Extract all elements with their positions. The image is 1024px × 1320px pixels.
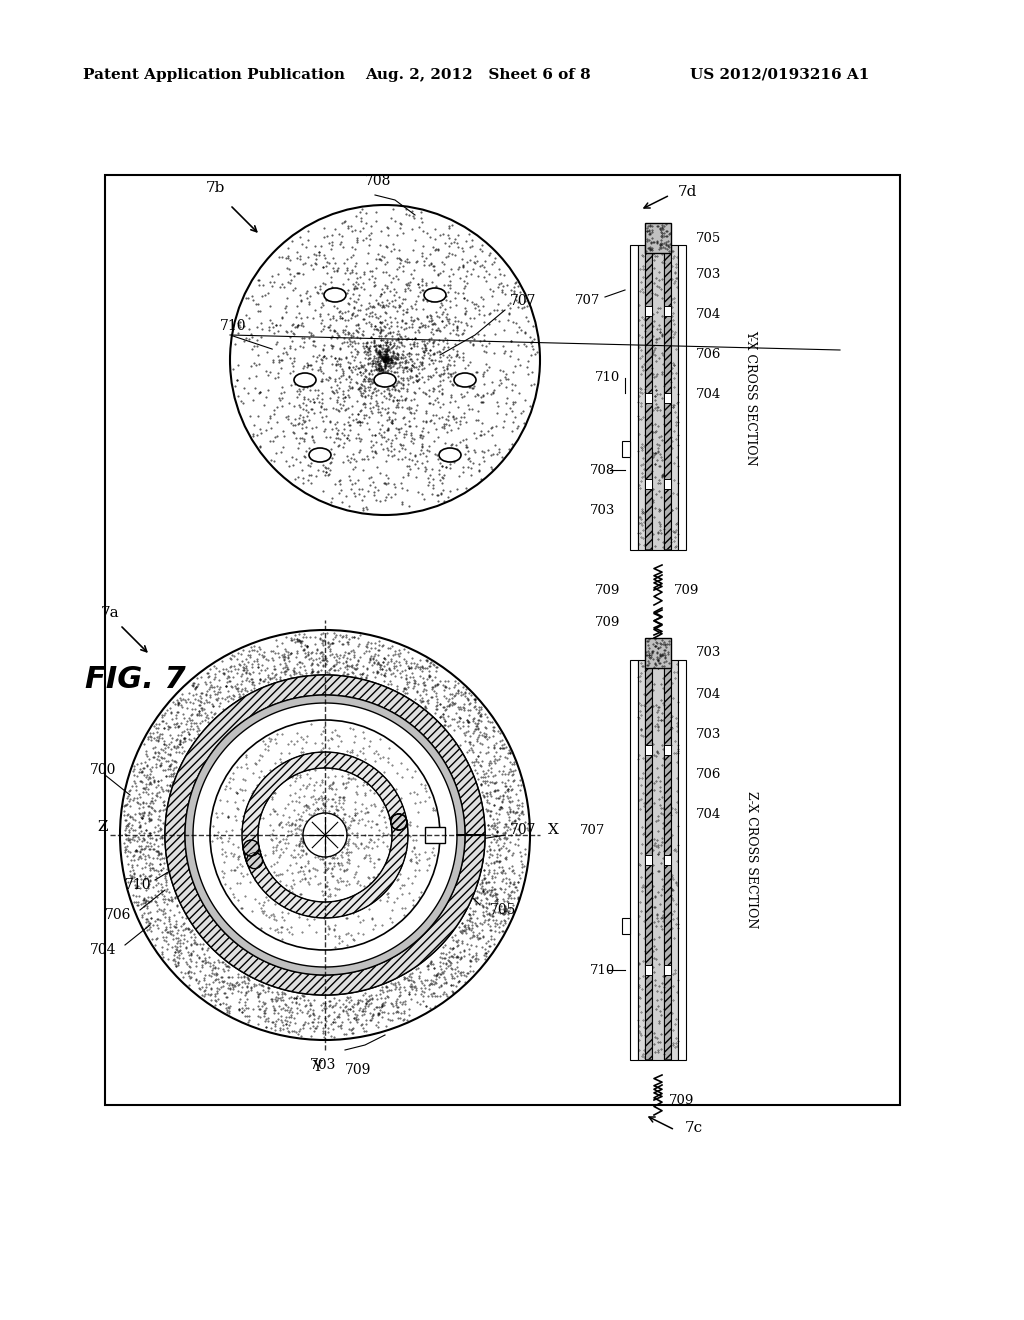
Text: 709: 709 — [595, 616, 621, 630]
Ellipse shape — [454, 374, 476, 387]
Text: Y-X CROSS SECTION: Y-X CROSS SECTION — [744, 330, 758, 466]
Text: 708: 708 — [365, 174, 391, 187]
Ellipse shape — [374, 374, 396, 387]
Text: Aug. 2, 2012   Sheet 6 of 8: Aug. 2, 2012 Sheet 6 of 8 — [365, 69, 591, 82]
Bar — [645, 744, 652, 755]
Bar — [105, 176, 900, 1105]
Text: 707: 707 — [510, 294, 537, 308]
Circle shape — [247, 853, 262, 869]
Text: 709: 709 — [595, 583, 621, 597]
Text: 703: 703 — [310, 1059, 336, 1072]
Text: Z: Z — [97, 820, 108, 834]
Polygon shape — [242, 752, 407, 863]
Text: FIG. 7: FIG. 7 — [85, 665, 185, 694]
Bar — [664, 392, 671, 403]
Bar — [671, 246, 678, 550]
Text: 710: 710 — [125, 878, 152, 892]
Text: 707: 707 — [510, 822, 537, 837]
Text: 710: 710 — [220, 319, 247, 333]
Bar — [645, 855, 652, 865]
Circle shape — [165, 675, 485, 995]
Bar — [638, 660, 645, 1060]
Circle shape — [303, 813, 347, 857]
Bar — [664, 306, 671, 317]
Text: Y: Y — [312, 1060, 322, 1074]
Bar — [645, 661, 652, 1059]
Bar — [664, 855, 671, 865]
Bar — [645, 246, 652, 550]
Bar — [630, 246, 638, 550]
Text: 7d: 7d — [678, 185, 697, 199]
Bar — [645, 660, 652, 1060]
Text: 703: 703 — [590, 503, 615, 516]
Text: US 2012/0193216 A1: US 2012/0193216 A1 — [690, 69, 869, 82]
Bar — [664, 661, 671, 1059]
Text: 707: 707 — [580, 824, 605, 837]
Text: 706: 706 — [696, 348, 721, 362]
Bar — [645, 392, 652, 403]
Circle shape — [391, 814, 407, 830]
Text: X: X — [548, 822, 559, 837]
Text: 704: 704 — [696, 309, 721, 322]
Bar — [630, 660, 638, 1060]
Bar — [664, 965, 671, 975]
Bar — [425, 828, 445, 843]
Text: 705: 705 — [490, 903, 516, 917]
Text: 704: 704 — [696, 808, 721, 821]
Bar — [664, 246, 671, 550]
Polygon shape — [165, 675, 485, 995]
Bar — [645, 223, 671, 253]
Bar — [664, 479, 671, 488]
Ellipse shape — [424, 288, 446, 302]
Text: 700: 700 — [90, 763, 117, 777]
Bar — [652, 246, 664, 550]
Bar — [645, 965, 652, 975]
Bar — [622, 917, 630, 935]
Bar — [652, 660, 664, 1060]
Text: 703: 703 — [696, 268, 721, 281]
Ellipse shape — [309, 447, 331, 462]
Bar — [645, 638, 671, 668]
Text: 709: 709 — [669, 1093, 694, 1106]
Text: Patent Application Publication: Patent Application Publication — [83, 69, 345, 82]
Bar — [678, 246, 686, 550]
Text: 703: 703 — [696, 729, 721, 742]
Bar — [645, 246, 652, 549]
Bar — [678, 660, 686, 1060]
Bar — [664, 660, 671, 1060]
Bar — [664, 246, 671, 549]
Text: 710: 710 — [590, 964, 615, 977]
Bar — [645, 479, 652, 488]
Circle shape — [391, 814, 407, 830]
Bar — [671, 660, 678, 1060]
Bar — [638, 246, 645, 550]
Bar — [645, 306, 652, 317]
Text: 7a: 7a — [100, 606, 120, 620]
Text: Z-X CROSS SECTION: Z-X CROSS SECTION — [744, 791, 758, 929]
Text: 709: 709 — [345, 1063, 372, 1077]
Bar — [622, 441, 630, 457]
Text: 7c: 7c — [685, 1121, 703, 1135]
Text: 709: 709 — [674, 583, 699, 597]
Text: 704: 704 — [696, 388, 721, 401]
Ellipse shape — [439, 447, 461, 462]
Polygon shape — [185, 696, 465, 975]
Text: 710: 710 — [595, 371, 621, 384]
Bar — [664, 744, 671, 755]
Text: 703: 703 — [696, 647, 721, 660]
Ellipse shape — [324, 288, 346, 302]
Ellipse shape — [294, 374, 316, 387]
Text: 708: 708 — [590, 463, 615, 477]
Text: 707: 707 — [575, 293, 600, 306]
Text: 706: 706 — [105, 908, 131, 921]
Circle shape — [210, 719, 440, 950]
Circle shape — [243, 840, 259, 857]
Text: 704: 704 — [696, 689, 721, 701]
Text: 7b: 7b — [206, 181, 224, 195]
Text: 705: 705 — [696, 231, 721, 244]
Text: 704: 704 — [90, 942, 117, 957]
Text: 706: 706 — [696, 768, 721, 781]
Polygon shape — [244, 821, 408, 917]
